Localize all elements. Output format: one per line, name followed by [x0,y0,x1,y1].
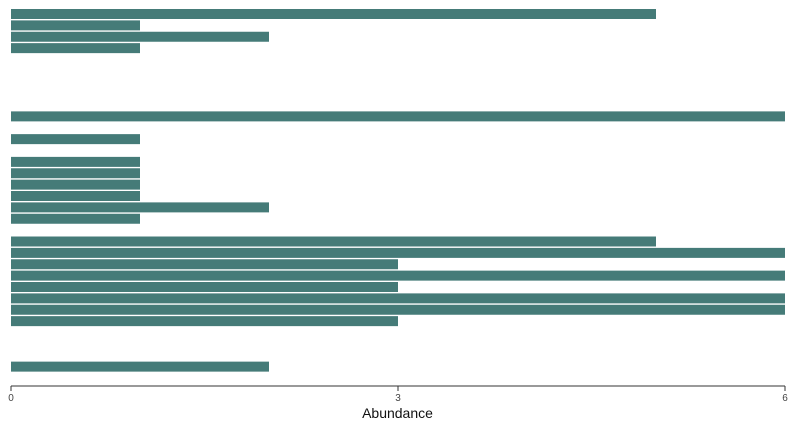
bar [11,270,785,281]
bar [11,20,140,31]
x-tick-label: 3 [395,393,401,404]
bar [11,304,785,315]
bar [11,293,785,304]
bar [11,191,140,201]
bar [11,134,140,145]
bar [11,156,140,167]
bar [11,43,140,54]
bar [11,236,656,247]
bar [11,179,140,190]
bar [11,213,140,224]
bar [11,168,140,179]
x-axis-ticks: 0 3 6 [8,386,788,404]
bar [11,9,656,19]
x-tick-label: 0 [8,393,14,404]
x-tick-label: 6 [782,393,788,404]
x-axis-title: Abundance [362,405,433,421]
bar [11,202,269,213]
bar [11,282,398,292]
bar [11,259,398,270]
bar [11,247,785,258]
bars-layer [11,9,785,372]
bar [11,361,269,372]
bar [11,316,398,327]
bar [11,111,785,122]
bar [11,31,269,42]
